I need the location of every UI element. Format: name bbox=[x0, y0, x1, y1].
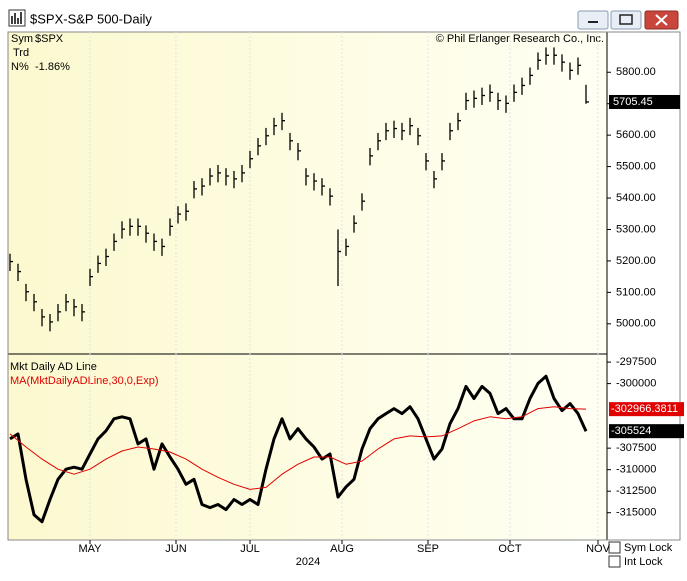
minimize-button[interactable] bbox=[577, 10, 609, 30]
x-axis-label: 2024 bbox=[296, 556, 320, 568]
legend-entry: Mkt Daily AD Line bbox=[10, 361, 97, 373]
trd-label: Trd bbox=[13, 47, 29, 59]
y-tick-label: -312500 bbox=[616, 485, 656, 497]
x-tick-label: JUN bbox=[165, 543, 186, 555]
y-tick-label: -315000 bbox=[616, 507, 656, 519]
n-label: N% bbox=[11, 61, 29, 73]
x-tick-label: MAY bbox=[78, 543, 102, 555]
last-value-box bbox=[609, 424, 684, 439]
checkbox[interactable] bbox=[608, 555, 621, 568]
last-value-label: 5705.45 bbox=[613, 96, 653, 108]
sym-label: Sym bbox=[11, 33, 33, 45]
x-tick-label: JUL bbox=[240, 543, 260, 555]
y-tick-label: 5600.00 bbox=[616, 129, 656, 141]
maximize-button[interactable] bbox=[610, 10, 642, 30]
y-tick-label: 5400.00 bbox=[616, 192, 656, 204]
y-tick-label: -300000 bbox=[616, 378, 656, 390]
last-value-label: -305524 bbox=[611, 425, 651, 437]
title-bar bbox=[0, 0, 687, 32]
n-value: -1.86% bbox=[35, 61, 70, 73]
y-tick-label: 5200.00 bbox=[616, 255, 656, 267]
x-tick-label: OCT bbox=[498, 543, 522, 555]
checkbox-label[interactable]: Int Lock bbox=[624, 556, 663, 568]
legend-entry: MA(MktDailyADLine,30,0,Exp) bbox=[10, 375, 159, 387]
y-tick-label: 5500.00 bbox=[616, 160, 656, 172]
checkbox[interactable] bbox=[608, 541, 621, 554]
plot-background bbox=[8, 32, 607, 540]
y-tick-label: -297500 bbox=[616, 356, 656, 368]
x-tick-label: AUG bbox=[330, 543, 354, 555]
sym-value: $SPX bbox=[35, 33, 64, 45]
close-glyph bbox=[655, 14, 668, 26]
y-tick-label: 5100.00 bbox=[616, 286, 656, 298]
series-line bbox=[9, 406, 587, 490]
y-tick-label: 5300.00 bbox=[616, 223, 656, 235]
last-value-label: -302966.3811 bbox=[611, 403, 678, 415]
maximize-glyph bbox=[619, 14, 633, 25]
app-icon-glyph bbox=[11, 12, 22, 24]
checkbox-label[interactable]: Sym Lock bbox=[624, 542, 673, 554]
window-title: $SPX-S&P 500-Daily bbox=[30, 11, 152, 26]
y-tick-label: -307500 bbox=[616, 442, 656, 454]
x-tick-label: SEP bbox=[417, 543, 439, 555]
x-tick-label: NOV bbox=[586, 543, 611, 555]
last-value-box bbox=[609, 402, 684, 417]
series-line bbox=[9, 374, 588, 524]
y-tick-label: 5000.00 bbox=[616, 318, 656, 330]
y-tick-label: -310000 bbox=[616, 464, 656, 476]
copyright: © Phil Erlanger Research Co., Inc. bbox=[436, 33, 604, 45]
chart-border bbox=[7, 31, 681, 541]
y-tick-label: 5800.00 bbox=[616, 66, 656, 78]
last-value-box bbox=[609, 94, 680, 109]
